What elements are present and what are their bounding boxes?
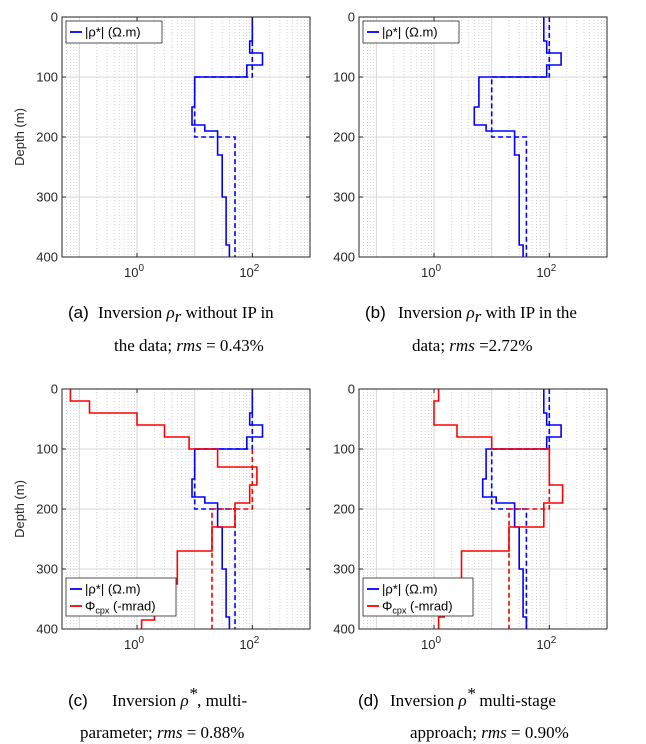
legend-box [65, 20, 163, 44]
series-blue-solid-line [481, 389, 562, 629]
legend-label: |ρ*| (Ω.m) [382, 582, 438, 597]
svg-text:parameter; rms = 0.88%: parameter; rms = 0.88% [80, 723, 244, 742]
chart-panel-d: 0 100 200 300 400 100 102 |ρ*| (Ω.m) Φcpx (-mrad… [333, 382, 608, 652]
y-tick-label: 300 [333, 190, 355, 205]
svg-text:(c): (c) [68, 691, 88, 710]
legend-box [362, 577, 474, 617]
y-tick-label: 100 [36, 442, 58, 457]
series-blue-dashed-line [490, 17, 551, 257]
y-tick-label: 200 [36, 130, 58, 145]
caption-c: (c) Inversion ρ*, multi- parameter; rms … [68, 684, 248, 742]
series-blue-dashed-line [193, 17, 254, 257]
svg-text:(d): (d) [358, 691, 379, 710]
y-tick-label: 200 [333, 130, 355, 145]
y-tick-label: 0 [51, 10, 58, 25]
chart-panel-a: 0 100 200 300 400 100 102 Depth (m) |ρ*| (Ω.m) [12, 10, 311, 280]
legend-label: Φcpx (-mrad) [85, 599, 156, 616]
svg-text:Inversion ρ* multi-stage: Inversion ρ* multi-stage [390, 684, 556, 710]
x-tick-label: 102 [536, 263, 556, 280]
y-tick-label: 0 [51, 382, 58, 397]
svg-text:Inversion ρr without IP in: Inversion ρr without IP in [98, 303, 274, 326]
x-tick-label: 102 [239, 635, 259, 652]
svg-text:data; rms =2.72%: data; rms =2.72% [412, 336, 533, 355]
svg-text:Inversion ρ*, multi-: Inversion ρ*, multi- [112, 684, 248, 710]
legend-label: |ρ*| (Ω.m) [85, 25, 141, 40]
caption-d-label: (d) [358, 691, 379, 710]
y-tick-label: 300 [333, 562, 355, 577]
legend-box [65, 577, 177, 617]
legend-label: Φcpx (-mrad) [382, 599, 453, 616]
chart-panel-c: 0 100 200 300 400 100 102 Depth (m) |ρ*| (Ω.m) Φc… [12, 382, 311, 652]
legend-label: |ρ*| (Ω.m) [382, 25, 438, 40]
svg-text:(b): (b) [365, 303, 386, 322]
caption-a-label: (a) [68, 303, 89, 322]
series-blue-dashed-line [193, 389, 254, 629]
svg-text:(a): (a) [68, 303, 89, 322]
y-tick-label: 200 [36, 502, 58, 517]
series-red-solid-line [69, 389, 258, 629]
x-tick-label: 102 [536, 635, 556, 652]
y-tick-label: 0 [348, 10, 355, 25]
y-tick-label: 400 [333, 250, 355, 265]
caption-b: (b) Inversion ρr with IP in the data; rm… [365, 303, 577, 355]
legend-label: |ρ*| (Ω.m) [85, 582, 141, 597]
caption-b-label: (b) [365, 303, 386, 322]
y-tick-label: 0 [348, 382, 355, 397]
y-axis-label: Depth (m) [12, 480, 27, 538]
series-blue-solid-line [191, 17, 264, 257]
caption-a-word: Inversion [98, 303, 163, 322]
y-tick-label: 100 [333, 442, 355, 457]
legend-box [362, 20, 460, 44]
y-axis-label: Depth (m) [12, 108, 27, 166]
y-tick-label: 100 [333, 70, 355, 85]
y-tick-label: 400 [36, 250, 58, 265]
series-blue-solid-line [191, 389, 264, 629]
y-tick-label: 300 [36, 190, 58, 205]
svg-text:the data; rms = 0.43%: the data; rms = 0.43% [114, 336, 264, 355]
series-blue-dashed-line [490, 389, 551, 629]
caption-d: (d) Inversion ρ* multi-stage approach; r… [358, 684, 569, 742]
x-tick-label: 100 [124, 263, 144, 280]
x-tick-label: 102 [239, 263, 259, 280]
chart-panel-b: 0 100 200 300 400 100 102 |ρ*| (Ω.m) [333, 10, 608, 280]
y-tick-label: 300 [36, 562, 58, 577]
svg-text:Inversion ρr with IP in the: Inversion ρr with IP in the [398, 303, 577, 326]
x-tick-label: 100 [421, 263, 441, 280]
x-tick-label: 100 [421, 635, 441, 652]
caption-c-label: (c) [68, 691, 88, 710]
caption-a: (a) Inversion ρr without IP in the data;… [68, 303, 274, 355]
y-tick-label: 400 [36, 622, 58, 637]
y-tick-label: 400 [333, 622, 355, 637]
series-red-dashed-line [211, 449, 254, 629]
y-tick-label: 200 [333, 502, 355, 517]
series-red-dashed-line [508, 449, 551, 629]
x-tick-label: 100 [124, 635, 144, 652]
svg-text:approach; rms = 0.90%: approach; rms = 0.90% [410, 723, 569, 742]
y-tick-label: 100 [36, 70, 58, 85]
